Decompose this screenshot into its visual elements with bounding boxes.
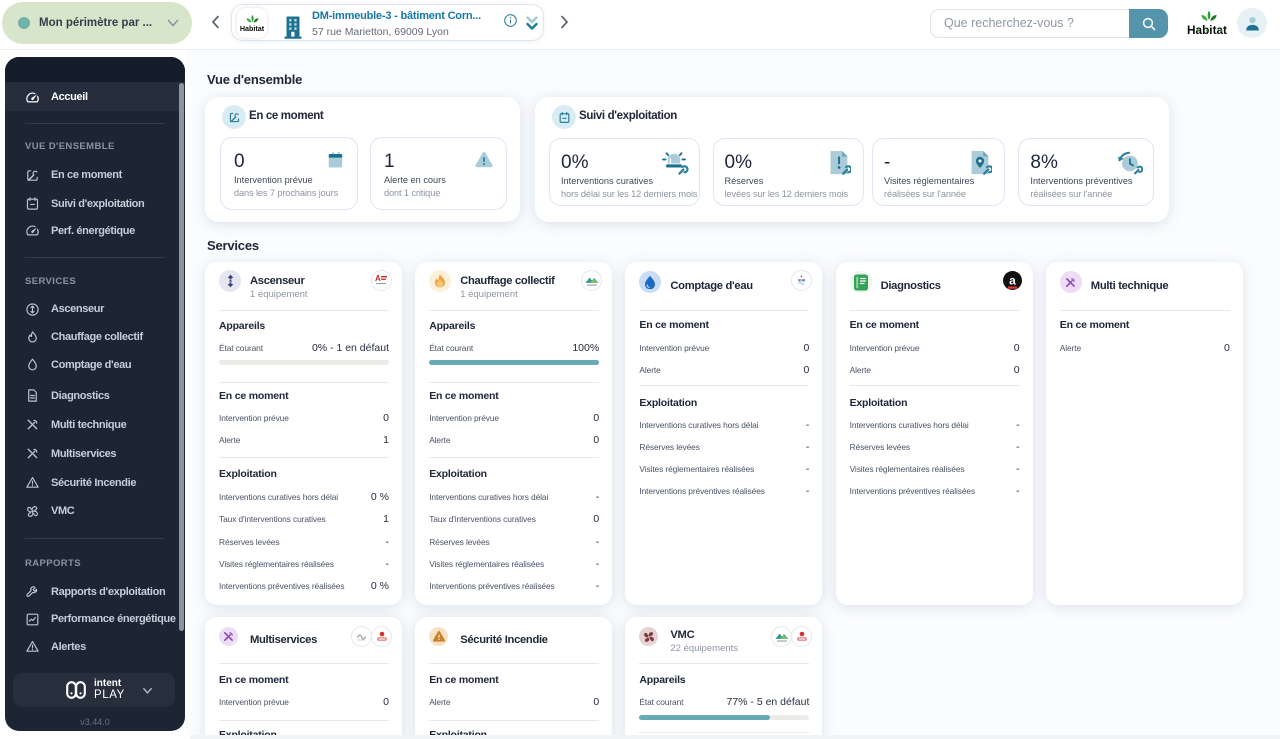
svg-text:A: A [375, 274, 381, 283]
svg-text:a: a [1009, 274, 1016, 288]
svg-text:Habitat: Habitat [240, 24, 265, 33]
svg-text:sue: sue [798, 278, 806, 283]
